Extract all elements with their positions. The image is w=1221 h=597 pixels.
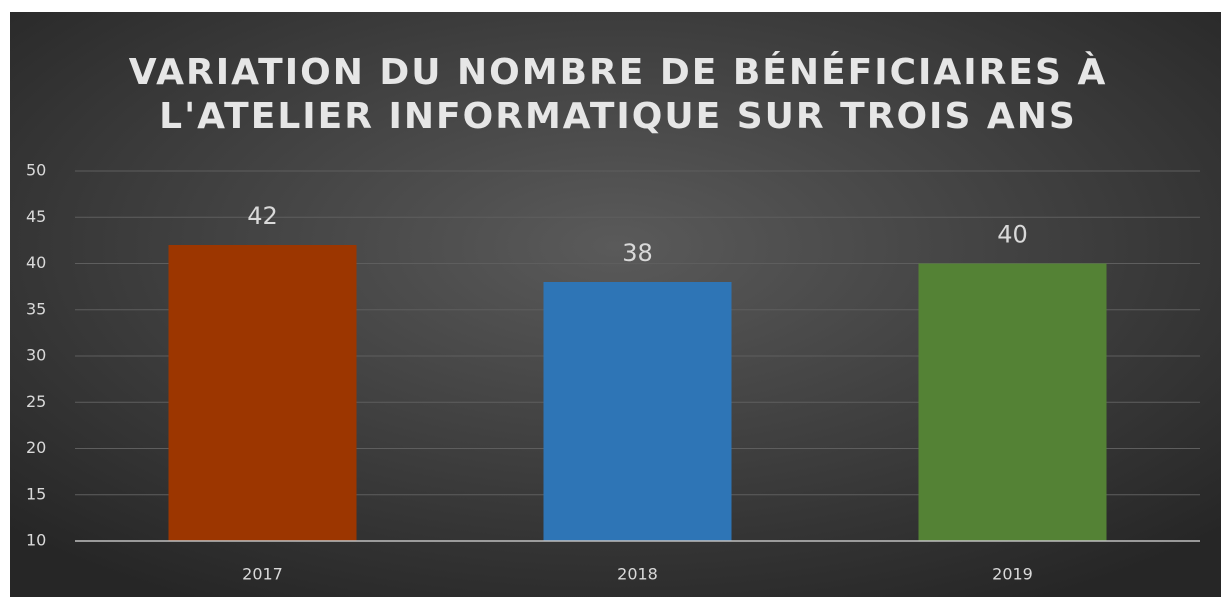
y-tick-label: 30 — [26, 346, 46, 365]
y-tick-label: 50 — [26, 161, 46, 180]
y-tick-label: 20 — [26, 438, 46, 457]
x-tick-label: 2019 — [992, 565, 1033, 584]
bar — [918, 263, 1107, 541]
y-tick-label: 40 — [26, 253, 46, 272]
data-label: 38 — [622, 239, 653, 267]
bar — [168, 245, 357, 541]
y-tick-label: 25 — [26, 392, 46, 411]
bar — [543, 282, 732, 541]
data-label: 40 — [997, 221, 1028, 249]
y-tick-label: 10 — [26, 531, 46, 550]
y-tick-label: 45 — [26, 207, 46, 226]
x-tick-label: 2018 — [617, 565, 658, 584]
chart-title: L'ATELIER INFORMATIQUE SUR TROIS ANS — [159, 96, 1077, 137]
y-tick-label: 15 — [26, 484, 46, 503]
data-label: 42 — [247, 202, 278, 230]
x-tick-label: 2017 — [242, 565, 283, 584]
y-tick-label: 35 — [26, 299, 46, 318]
chart-title: VARIATION DU NOMBRE DE BÉNÉFICIAIRES À — [129, 51, 1108, 93]
